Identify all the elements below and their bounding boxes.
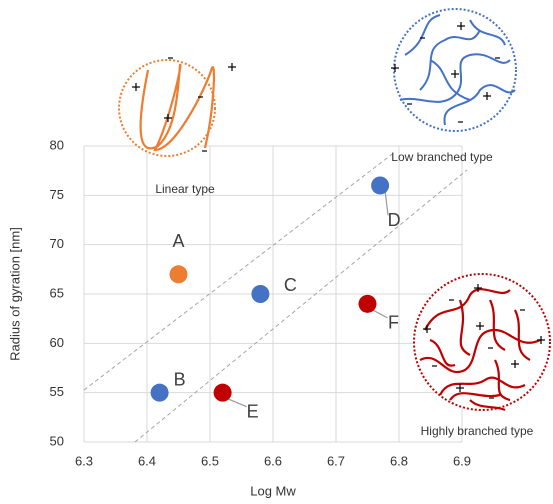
guide-line [134, 169, 468, 443]
point-label: C [284, 275, 297, 295]
y-axis-title: Radius of gyration [nm] [7, 227, 22, 361]
point [150, 383, 169, 402]
leader-line [384, 191, 389, 216]
y-tick-label: 60 [50, 335, 64, 350]
low-branched-illustration [391, 8, 517, 132]
x-axis-title: Log Mw [250, 483, 296, 498]
point-label: A [172, 231, 184, 251]
point-label: E [247, 401, 259, 421]
point-label: D [388, 210, 401, 230]
x-tick-label: 6.5 [201, 453, 219, 468]
y-tick-label: 75 [50, 187, 64, 202]
point [251, 285, 270, 303]
annotation: Highly branched type [421, 424, 534, 438]
point-label: B [174, 369, 186, 389]
leader-line [372, 309, 388, 319]
y-tick-label: 80 [50, 137, 64, 152]
x-tick-label: 6.8 [390, 453, 408, 468]
x-tick-label: 6.7 [327, 453, 345, 468]
x-tick-label: 6.9 [453, 453, 471, 468]
y-tick-label: 55 [50, 384, 64, 399]
point [371, 176, 390, 195]
x-tick-label: 6.3 [75, 453, 93, 468]
point-label: F [388, 313, 399, 333]
annotation: Linear type [155, 182, 215, 196]
point [213, 383, 232, 402]
y-tick-label: 65 [50, 285, 64, 300]
linear-illustration [118, 57, 236, 157]
x-tick-label: 6.6 [264, 453, 282, 468]
x-tick-label: 6.4 [138, 453, 156, 468]
y-tick-label: 50 [50, 433, 64, 448]
point [169, 265, 188, 284]
guide-line [83, 151, 396, 391]
annotation: Low branched type [391, 150, 493, 164]
y-tick-label: 70 [50, 236, 64, 251]
highly-branched-illustration [413, 273, 551, 412]
point [358, 294, 377, 313]
leader-line [227, 398, 247, 408]
